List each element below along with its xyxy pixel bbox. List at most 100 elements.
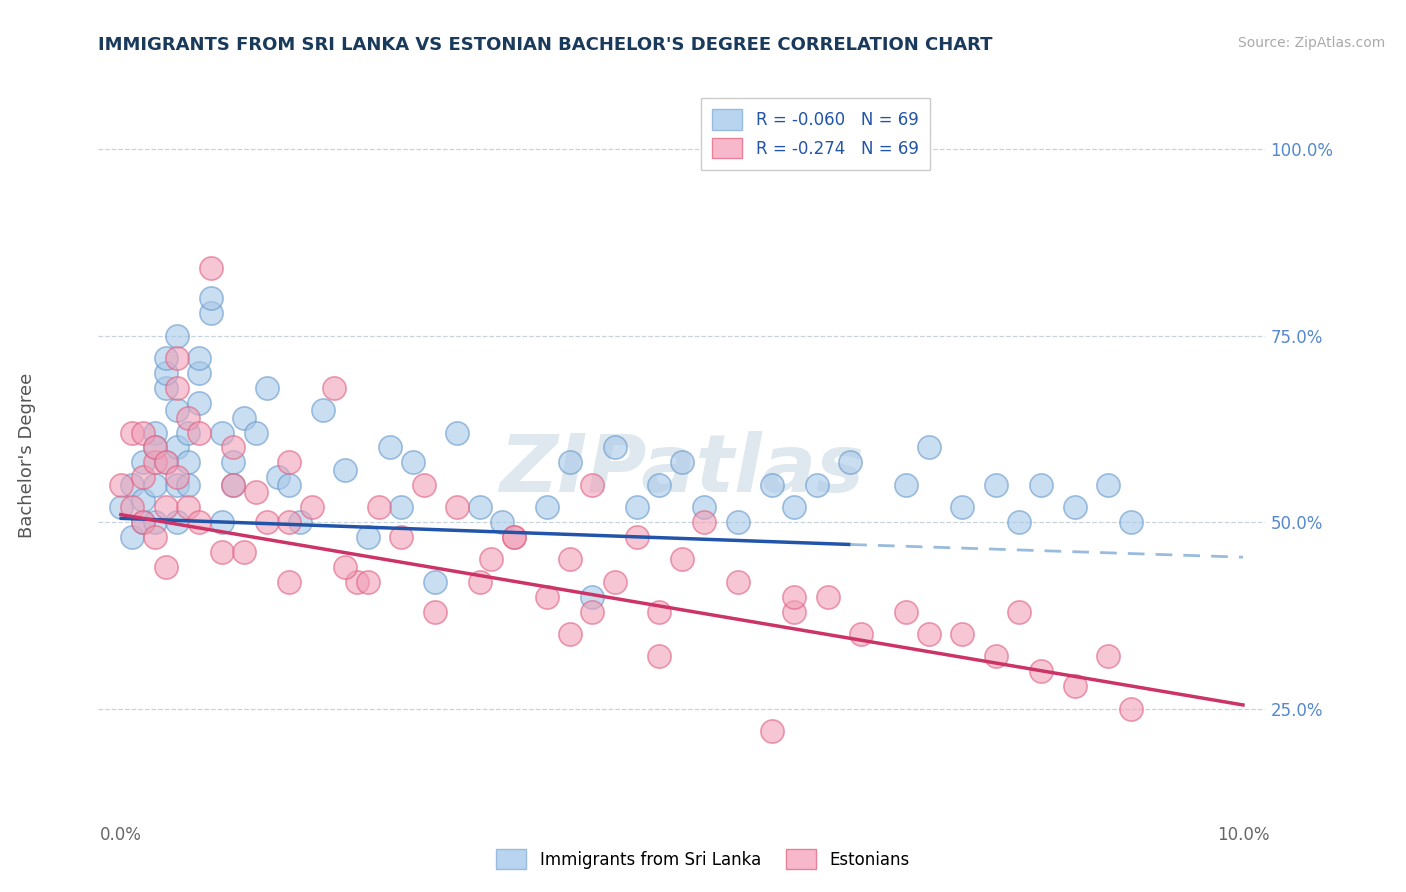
Point (177, 477, 200, 491)
Point (1029, 477, 1052, 491)
Point (278, 515, 301, 529)
Point (918, 441, 941, 455)
Point (357, 530, 380, 544)
Point (143, 441, 166, 455)
Point (188, 395, 211, 409)
Point (166, 477, 188, 491)
Point (446, 425, 468, 440)
Point (155, 351, 177, 365)
Point (188, 366, 211, 380)
Point (671, 552, 693, 566)
Point (693, 500, 716, 515)
Point (412, 477, 434, 491)
Point (177, 500, 200, 515)
Point (783, 500, 806, 515)
Point (110, 477, 132, 491)
Point (177, 410, 200, 425)
Point (155, 560, 177, 574)
Point (278, 574, 301, 589)
Point (671, 455, 693, 469)
Point (1063, 679, 1085, 693)
Point (648, 477, 671, 491)
Point (132, 425, 155, 440)
Point (558, 552, 581, 566)
Text: IMMIGRANTS FROM SRI LANKA VS ESTONIAN BACHELOR'S DEGREE CORRELATION CHART: IMMIGRANTS FROM SRI LANKA VS ESTONIAN BA… (98, 36, 993, 54)
Point (581, 477, 603, 491)
Point (558, 627, 581, 641)
Point (312, 403, 335, 417)
Point (166, 441, 188, 455)
Point (896, 477, 918, 491)
Point (245, 425, 267, 440)
Point (502, 530, 524, 544)
Point (166, 381, 188, 395)
Point (245, 485, 267, 500)
Point (166, 328, 188, 343)
Point (110, 500, 132, 515)
Point (256, 381, 278, 395)
Point (761, 477, 783, 491)
Point (177, 425, 200, 440)
Point (952, 627, 974, 641)
Point (335, 463, 357, 477)
Text: Source: ZipAtlas.com: Source: ZipAtlas.com (1237, 36, 1385, 50)
Point (693, 515, 716, 529)
Point (727, 515, 749, 529)
Point (479, 552, 502, 566)
Point (267, 470, 290, 484)
Y-axis label: Bachelor's Degree: Bachelor's Degree (18, 372, 37, 538)
Point (155, 500, 177, 515)
Point (817, 590, 839, 604)
Point (188, 425, 211, 440)
Point (222, 441, 245, 455)
Point (626, 500, 648, 515)
Point (1029, 665, 1052, 679)
Point (121, 477, 143, 491)
Point (222, 477, 245, 491)
Point (389, 500, 412, 515)
Point (357, 574, 380, 589)
Point (166, 515, 188, 529)
Point (188, 515, 211, 529)
Point (233, 545, 256, 559)
Point (896, 605, 918, 619)
Point (346, 574, 368, 589)
Point (155, 381, 177, 395)
Legend: R = -0.060   N = 69, R = -0.274   N = 69: R = -0.060 N = 69, R = -0.274 N = 69 (700, 97, 931, 169)
Point (851, 627, 873, 641)
Point (200, 291, 222, 305)
Point (536, 590, 558, 604)
Point (368, 500, 391, 515)
Point (132, 515, 155, 529)
Point (581, 590, 603, 604)
Point (536, 500, 558, 515)
Point (1007, 605, 1029, 619)
Point (806, 477, 828, 491)
Point (468, 500, 491, 515)
Point (155, 455, 177, 469)
Point (648, 605, 671, 619)
Text: ZIPatlas: ZIPatlas (499, 431, 865, 508)
Point (1063, 500, 1085, 515)
Point (211, 545, 233, 559)
Point (423, 605, 446, 619)
Point (278, 477, 301, 491)
Point (491, 515, 513, 529)
Point (143, 425, 166, 440)
Point (121, 530, 143, 544)
Point (143, 515, 166, 529)
Point (211, 425, 233, 440)
Point (132, 515, 155, 529)
Point (1007, 515, 1029, 529)
Point (278, 455, 301, 469)
Point (143, 441, 166, 455)
Point (233, 410, 256, 425)
Point (301, 500, 323, 515)
Point (581, 605, 603, 619)
Point (1119, 515, 1142, 529)
Point (166, 351, 188, 365)
Point (121, 425, 143, 440)
Point (166, 403, 188, 417)
Point (603, 574, 626, 589)
Point (290, 515, 312, 529)
